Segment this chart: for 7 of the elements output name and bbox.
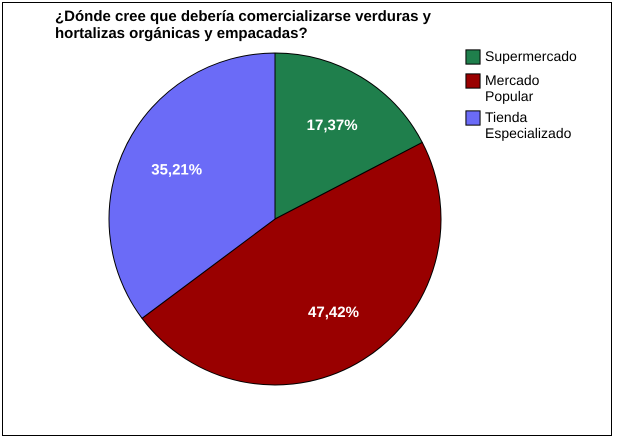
data-label: 47,42% — [308, 304, 359, 322]
legend-label: Supermercado — [485, 48, 578, 64]
data-label: 17,37% — [306, 116, 358, 134]
legend-label: Mercado Popular — [485, 72, 540, 104]
legend-label: Tienda Especializado — [485, 109, 572, 141]
chart-title: ¿Dónde cree que debería comercializarse verduras y hortalizas orgánicas y empacadas? — [55, 8, 432, 42]
data-label: 35,21% — [151, 162, 202, 179]
